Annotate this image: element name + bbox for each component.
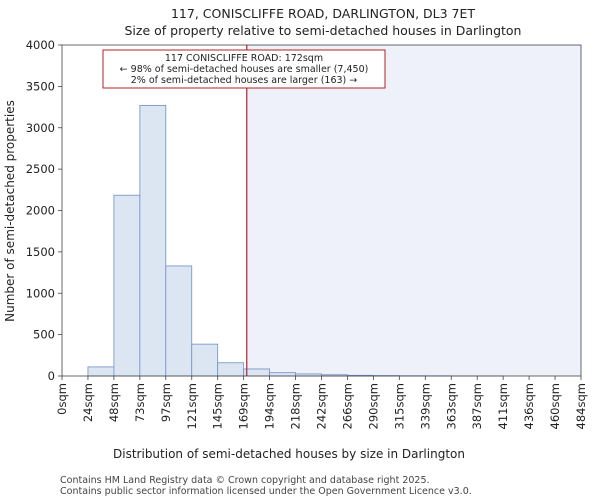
bars-group: [87, 105, 504, 377]
x-tick-label: 436sqm: [522, 383, 536, 429]
bar-145sqm: [217, 362, 245, 377]
x-tick-label: 460sqm: [548, 383, 562, 429]
x-tick-label: 169sqm: [237, 383, 251, 429]
bar-194sqm: [269, 372, 296, 377]
x-tick-label: 24sqm: [81, 383, 95, 422]
bar-48sqm: [113, 194, 141, 377]
y-tick-label: 3500: [26, 79, 55, 93]
annotation-line-3: 2% of semi-detached houses are larger (1…: [131, 75, 358, 86]
x-tick-label: 242sqm: [315, 383, 329, 429]
x-axis-label: Distribution of semi-detached houses by …: [113, 447, 465, 461]
x-tick-label: 145sqm: [211, 383, 225, 429]
annotation-line-1: 117 CONISCLIFFE ROAD: 172sqm: [165, 53, 323, 64]
x-tick-label: 290sqm: [366, 383, 380, 429]
bar-169sqm: [243, 368, 270, 377]
x-axis-ticks: 0sqm 24sqm 48sqm 73sqm 97sqm 121sqm 145sqm 169s…: [55, 376, 588, 429]
x-tick-label: 48sqm: [107, 383, 121, 422]
x-tick-label: 218sqm: [289, 383, 303, 429]
y-axis-ticks: 0 500 1000 1500 2000 2500 3000 3500 4000: [26, 38, 62, 383]
x-tick-label: 97sqm: [159, 383, 173, 422]
x-tick-label: 266sqm: [340, 383, 354, 429]
y-tick-label: 0: [48, 369, 55, 383]
annotation-line-2: ← 98% of semi-detached houses are smalle…: [120, 64, 369, 75]
x-tick-label: 0sqm: [55, 383, 69, 415]
x-tick-label: 387sqm: [470, 383, 484, 429]
footer-line-1: Contains HM Land Registry data © Crown c…: [60, 475, 430, 486]
annotation-frame: [102, 49, 386, 89]
footer-line-2: Contains public sector information licen…: [60, 486, 472, 497]
larger-properties-region: [246, 45, 581, 376]
bar-121sqm: [191, 343, 219, 377]
chart-title: 117, CONISCLIFFE ROAD, DARLINGTON, DL3 7…: [171, 6, 475, 21]
y-tick-label: 3000: [26, 121, 55, 135]
x-tick-label: 484sqm: [574, 383, 588, 429]
x-tick-label: 315sqm: [392, 383, 406, 429]
y-tick-label: 2000: [26, 204, 55, 218]
x-tick-label: 73sqm: [133, 383, 147, 422]
x-tick-label: 121sqm: [185, 383, 199, 429]
y-tick-label: 1500: [26, 245, 55, 259]
x-tick-label: 363sqm: [444, 383, 458, 429]
bar-97sqm: [165, 265, 193, 377]
annotation-box: 117 CONISCLIFFE ROAD: 172sqm ← 98% of se…: [102, 49, 386, 89]
y-tick-label: 2500: [26, 162, 55, 176]
y-axis-label: Number of semi-detached properties: [3, 100, 17, 322]
y-tick-label: 4000: [26, 38, 55, 52]
y-tick-label: 500: [33, 328, 55, 342]
x-tick-label: 194sqm: [263, 383, 277, 429]
y-tick-label: 1000: [26, 286, 55, 300]
chart-subtitle: Size of property relative to semi-detach…: [125, 23, 522, 38]
bar-24sqm: [87, 366, 115, 377]
x-tick-label: 339sqm: [418, 383, 432, 429]
x-tick-label: 411sqm: [496, 383, 510, 429]
bar-73sqm: [139, 105, 167, 377]
